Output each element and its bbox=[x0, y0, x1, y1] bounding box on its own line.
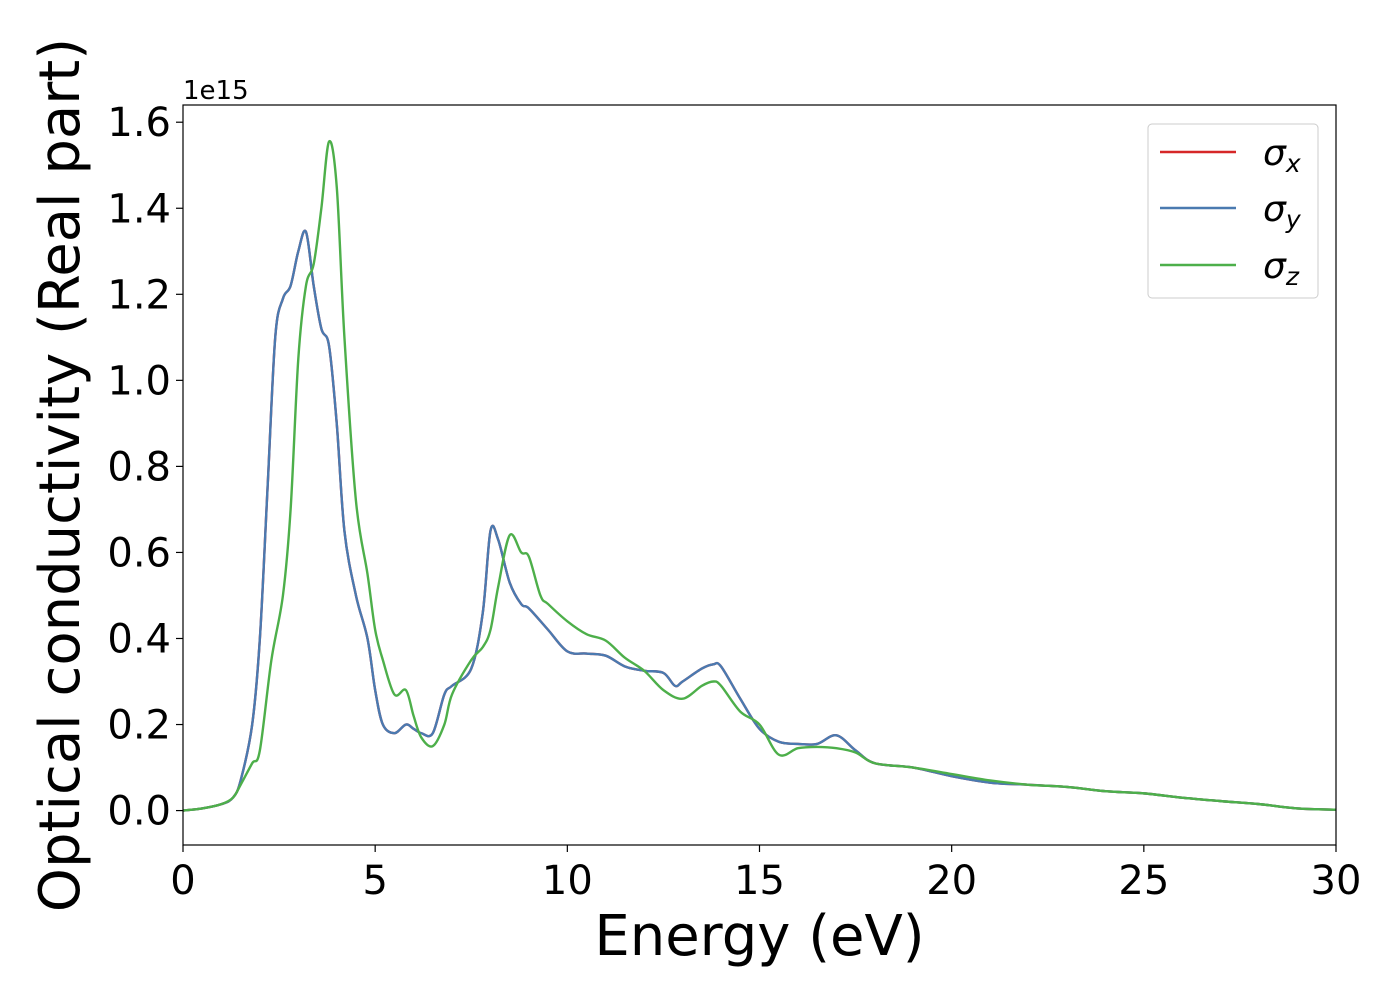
y-tick-label: 1.4 bbox=[107, 186, 171, 232]
y-ticks: 0.0 0.2 0.4 0.6 0.8 1.0 1.2 1.4 1.6 bbox=[107, 100, 183, 835]
x-tick-label: 15 bbox=[734, 858, 785, 904]
legend-label-z: σz bbox=[1263, 246, 1300, 291]
x-tick-label: 30 bbox=[1311, 858, 1362, 904]
x-tick-label: 20 bbox=[926, 858, 977, 904]
x-axis-label: Energy (eV) bbox=[594, 904, 924, 969]
legend-label-y: σy bbox=[1263, 189, 1302, 234]
y-tick-label: 1.0 bbox=[107, 358, 171, 404]
legend-label-x: σx bbox=[1263, 133, 1301, 178]
y-tick-label: 0.4 bbox=[107, 616, 171, 662]
y-tick-label: 0.8 bbox=[107, 444, 171, 490]
series-line-z bbox=[182, 139, 1337, 812]
x-ticks: 0 5 10 15 20 25 30 bbox=[170, 845, 1361, 904]
y-tick-label: 1.6 bbox=[107, 100, 171, 146]
legend: σx σy σz bbox=[1147, 123, 1319, 299]
y-tick-label: 0.6 bbox=[107, 530, 171, 576]
x-tick-label: 5 bbox=[362, 858, 387, 904]
y-tick-label: 0.0 bbox=[107, 789, 171, 835]
x-tick-label: 0 bbox=[170, 858, 195, 904]
y-axis-label: Optical conductivity (Real part) bbox=[28, 38, 93, 912]
x-tick-label: 25 bbox=[1118, 858, 1169, 904]
y-tick-label: 1.2 bbox=[107, 272, 171, 318]
y-tick-label: 0.2 bbox=[107, 703, 171, 749]
x-tick-label: 10 bbox=[542, 858, 593, 904]
axes-layer: 0 5 10 15 20 25 30 0.0 0.2 0.4 0.6 0.8 1.0 1.2 1.4 1.6… bbox=[28, 38, 1361, 969]
y-offset-label: 1e15 bbox=[183, 76, 249, 106]
legend-box bbox=[1147, 123, 1319, 299]
series-layer bbox=[182, 139, 1337, 812]
